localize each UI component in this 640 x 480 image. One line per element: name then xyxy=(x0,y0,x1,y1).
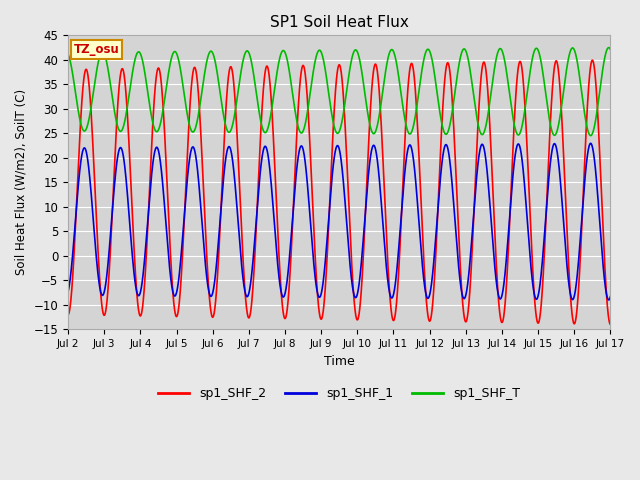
sp1_SHF_T xyxy=(402,120,410,125)
sp1_SHF_T xyxy=(587,133,595,139)
sp1_SHF_T xyxy=(605,45,612,50)
sp1_SHF_2 xyxy=(555,72,563,78)
sp1_SHF_1 xyxy=(392,276,400,281)
sp1_SHF_T xyxy=(392,58,400,63)
Title: SP1 Soil Heat Flux: SP1 Soil Heat Flux xyxy=(270,15,409,30)
Line: sp1_SHF_1: sp1_SHF_1 xyxy=(68,144,611,300)
sp1_SHF_1 xyxy=(607,294,614,300)
Y-axis label: Soil Heat Flux (W/m2), SoilT (C): Soil Heat Flux (W/m2), SoilT (C) xyxy=(15,89,28,276)
sp1_SHF_2 xyxy=(216,236,223,242)
Legend: sp1_SHF_2, sp1_SHF_1, sp1_SHF_T: sp1_SHF_2, sp1_SHF_1, sp1_SHF_T xyxy=(153,383,525,406)
sp1_SHF_1 xyxy=(64,289,72,295)
sp1_SHF_2 xyxy=(589,57,596,63)
sp1_SHF_1 xyxy=(587,141,595,146)
sp1_SHF_T xyxy=(180,92,188,97)
sp1_SHF_T xyxy=(607,47,614,52)
sp1_SHF_T xyxy=(216,85,223,91)
sp1_SHF_T xyxy=(607,47,614,52)
sp1_SHF_2 xyxy=(402,126,410,132)
sp1_SHF_2 xyxy=(64,312,72,318)
sp1_SHF_2 xyxy=(392,306,400,312)
Line: sp1_SHF_T: sp1_SHF_T xyxy=(68,48,611,136)
sp1_SHF_2 xyxy=(607,322,614,327)
sp1_SHF_2 xyxy=(606,322,614,327)
sp1_SHF_1 xyxy=(180,214,188,219)
sp1_SHF_T xyxy=(555,120,563,126)
X-axis label: Time: Time xyxy=(324,355,355,368)
Text: TZ_osu: TZ_osu xyxy=(74,43,119,56)
sp1_SHF_1 xyxy=(402,163,410,169)
sp1_SHF_1 xyxy=(607,294,614,300)
Line: sp1_SHF_2: sp1_SHF_2 xyxy=(68,60,611,324)
sp1_SHF_2 xyxy=(180,217,188,223)
sp1_SHF_1 xyxy=(216,225,223,231)
sp1_SHF_1 xyxy=(605,297,612,303)
sp1_SHF_1 xyxy=(555,163,563,168)
sp1_SHF_T xyxy=(64,51,72,57)
